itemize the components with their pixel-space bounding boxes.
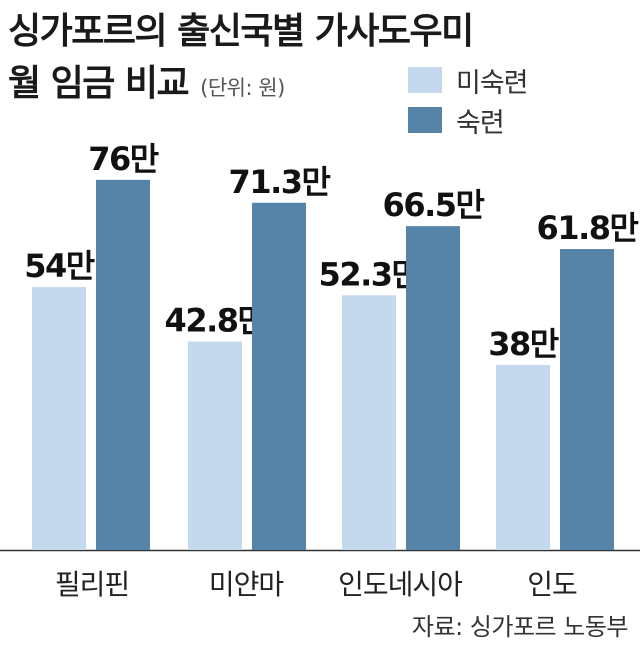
- category-label-3: 인도: [527, 568, 577, 601]
- chart-title-line2: 월 임금 비교 (단위: 원): [8, 54, 285, 106]
- legend-swatch-skilled: [408, 107, 442, 133]
- data-label-unskilled-1: 42.8만: [165, 302, 267, 340]
- legend-swatch-unskilled: [408, 67, 442, 93]
- data-label-unskilled-0: 54만: [24, 247, 95, 285]
- data-label-unskilled-3: 38만: [488, 325, 559, 363]
- bar-unskilled-2: [342, 295, 396, 550]
- legend-item-skilled: 숙련: [408, 100, 528, 140]
- bar-unskilled-1: [188, 341, 242, 550]
- source-note: 자료: 싱가포르 노동부: [411, 613, 629, 641]
- data-label-skilled-2: 66.5만: [383, 186, 485, 224]
- category-label-0: 필리핀: [55, 568, 129, 601]
- category-label-2: 인도네시아: [338, 568, 462, 601]
- bar-unskilled-3: [496, 364, 550, 550]
- unit-label: (단위: 원): [200, 76, 285, 100]
- data-label-skilled-0: 76만: [88, 140, 159, 178]
- data-label-skilled-1: 71.3만: [229, 163, 331, 201]
- chart-title-line2-text: 월 임금 비교: [8, 63, 190, 104]
- category-label-1: 미얀마: [209, 568, 284, 601]
- bar-skilled-3: [560, 249, 614, 550]
- data-label-skilled-3: 61.8만: [537, 209, 639, 247]
- legend-item-unskilled: 미숙련: [408, 60, 529, 100]
- data-label-unskilled-2: 52.3만: [319, 255, 421, 293]
- bar-skilled-1: [252, 202, 306, 551]
- legend-label-skilled: 숙련: [456, 107, 505, 139]
- bar-skilled-0: [96, 179, 150, 550]
- bar-skilled-2: [406, 226, 460, 550]
- legend: 미숙련 숙련: [408, 60, 529, 140]
- legend-label-unskilled: 미숙련: [456, 67, 529, 99]
- bar-unskilled-0: [32, 287, 86, 550]
- chart-title: 싱가포르의 출신국별 가사도우미: [8, 11, 474, 52]
